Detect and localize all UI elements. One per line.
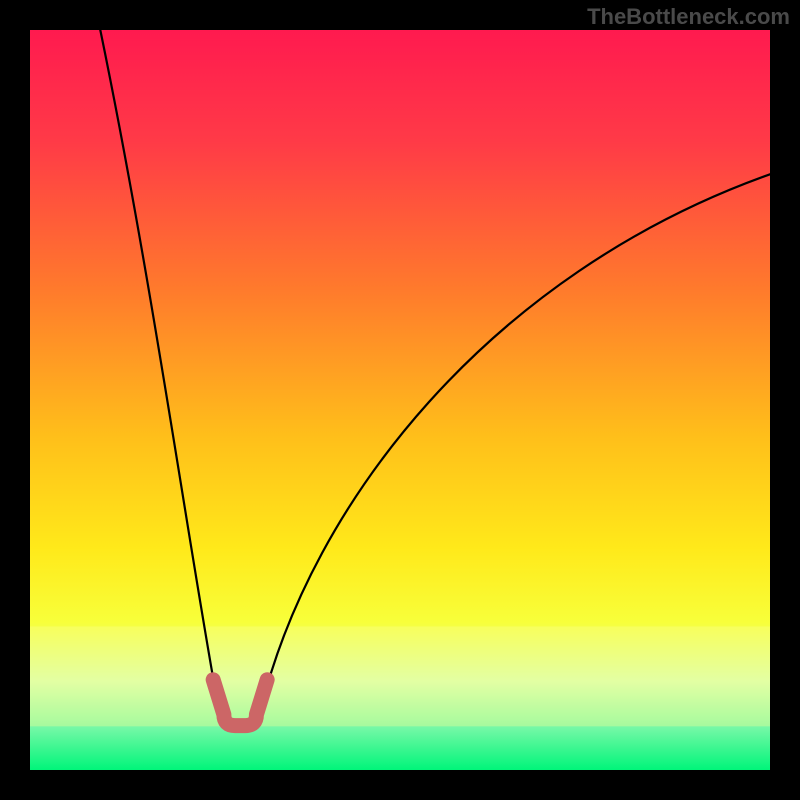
bottleneck-curve-chart: [30, 30, 770, 770]
chart-bottom-band-0: [30, 626, 770, 726]
watermark-text: TheBottleneck.com: [587, 4, 790, 30]
chart-svg: [30, 30, 770, 770]
